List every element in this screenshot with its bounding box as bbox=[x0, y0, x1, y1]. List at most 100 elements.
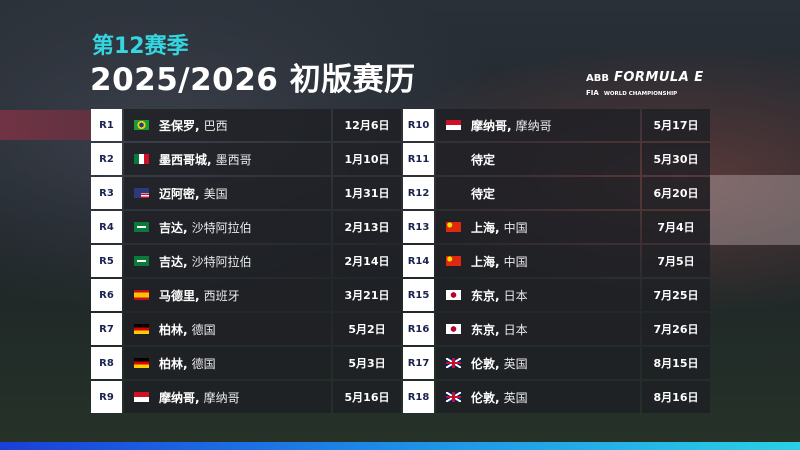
flag-japan-icon bbox=[446, 290, 461, 300]
round-number: R1 bbox=[91, 109, 122, 141]
race-date: 5月16日 bbox=[333, 381, 401, 413]
location-cell: 伦敦, 英国 bbox=[436, 381, 640, 413]
city: 上海, bbox=[471, 254, 500, 269]
location-cell: 东京, 日本 bbox=[436, 313, 640, 345]
race-date: 5月30日 bbox=[642, 143, 710, 175]
round-number: R2 bbox=[91, 143, 122, 175]
city: 墨西哥城, bbox=[159, 152, 212, 167]
table-row: R15 东京, 日本 7月25日 bbox=[403, 279, 710, 311]
location-cell: 圣保罗, 巴西 bbox=[124, 109, 331, 141]
flag-china-icon bbox=[446, 256, 461, 266]
table-row: R2 墨西哥城, 墨西哥 1月10日 bbox=[91, 143, 401, 175]
city: 伦敦, bbox=[471, 390, 500, 405]
table-row: R16 东京, 日本 7月26日 bbox=[403, 313, 710, 345]
table-row: R1 圣保罗, 巴西 12月6日 bbox=[91, 109, 401, 141]
country: 德国 bbox=[191, 322, 216, 337]
location-cell: 伦敦, 英国 bbox=[436, 347, 640, 379]
page-title: 2025/2026 初版赛历 bbox=[90, 62, 416, 98]
city: 待定 bbox=[471, 152, 496, 167]
city: 摩纳哥, bbox=[471, 118, 512, 133]
race-date: 8月16日 bbox=[642, 381, 710, 413]
city: 东京, bbox=[471, 322, 500, 337]
race-date: 1月31日 bbox=[333, 177, 401, 209]
background-decor bbox=[710, 175, 800, 245]
country: 沙特阿拉伯 bbox=[191, 254, 252, 269]
bottom-gradient-bar bbox=[0, 442, 800, 450]
flag-placeholder bbox=[446, 188, 461, 198]
round-number: R4 bbox=[91, 211, 122, 243]
race-date: 5月17日 bbox=[642, 109, 710, 141]
race-date: 1月10日 bbox=[333, 143, 401, 175]
flag-monaco-icon bbox=[134, 392, 149, 402]
flag-china-icon bbox=[446, 222, 461, 232]
location-cell: 东京, 日本 bbox=[436, 279, 640, 311]
race-date: 3月21日 bbox=[333, 279, 401, 311]
table-row: R9 摩纳哥, 摩纳哥 5月16日 bbox=[91, 381, 401, 413]
logo-bottom-line: FIA WORLD CHAMPIONSHIP bbox=[586, 89, 710, 99]
round-number: R3 bbox=[91, 177, 122, 209]
flag-saudi-icon bbox=[134, 222, 149, 232]
round-number: R11 bbox=[403, 143, 434, 175]
country: 美国 bbox=[203, 186, 228, 201]
flag-spain-icon bbox=[134, 290, 149, 300]
country: 摩纳哥 bbox=[515, 118, 552, 133]
country: 巴西 bbox=[203, 118, 228, 133]
formula-e-logo: ABB FORMULA E FIA WORLD CHAMPIONSHIP bbox=[586, 70, 710, 99]
country: 西班牙 bbox=[203, 288, 240, 303]
race-date: 12月6日 bbox=[333, 109, 401, 141]
round-number: R5 bbox=[91, 245, 122, 277]
city: 待定 bbox=[471, 186, 496, 201]
race-date: 7月5日 bbox=[642, 245, 710, 277]
city: 马德里, bbox=[159, 288, 200, 303]
location-cell: 迈阿密, 美国 bbox=[124, 177, 331, 209]
country: 中国 bbox=[503, 254, 528, 269]
table-row: R5 吉达, 沙特阿拉伯 2月14日 bbox=[91, 245, 401, 277]
flag-usa-icon bbox=[134, 188, 149, 198]
city: 东京, bbox=[471, 288, 500, 303]
race-date: 2月13日 bbox=[333, 211, 401, 243]
table-row: R13 上海, 中国 7月4日 bbox=[403, 211, 710, 243]
country: 墨西哥 bbox=[215, 152, 252, 167]
round-number: R17 bbox=[403, 347, 434, 379]
table-row: R6 马德里, 西班牙 3月21日 bbox=[91, 279, 401, 311]
city: 迈阿密, bbox=[159, 186, 200, 201]
race-date: 6月20日 bbox=[642, 177, 710, 209]
race-date: 7月26日 bbox=[642, 313, 710, 345]
round-number: R6 bbox=[91, 279, 122, 311]
round-number: R16 bbox=[403, 313, 434, 345]
table-row: R3 迈阿密, 美国 1月31日 bbox=[91, 177, 401, 209]
flag-saudi-icon bbox=[134, 256, 149, 266]
location-cell: 待定 bbox=[436, 143, 640, 175]
race-date: 8月15日 bbox=[642, 347, 710, 379]
race-date: 2月14日 bbox=[333, 245, 401, 277]
location-cell: 柏林, 德国 bbox=[124, 313, 331, 345]
city: 柏林, bbox=[159, 356, 188, 371]
country: 日本 bbox=[503, 322, 528, 337]
table-row: R4 吉达, 沙特阿拉伯 2月13日 bbox=[91, 211, 401, 243]
round-number: R18 bbox=[403, 381, 434, 413]
location-cell: 摩纳哥, 摩纳哥 bbox=[436, 109, 640, 141]
country: 沙特阿拉伯 bbox=[191, 220, 252, 235]
round-number: R13 bbox=[403, 211, 434, 243]
flag-japan-icon bbox=[446, 324, 461, 334]
city: 摩纳哥, bbox=[159, 390, 200, 405]
flag-placeholder bbox=[446, 154, 461, 164]
round-number: R10 bbox=[403, 109, 434, 141]
round-number: R15 bbox=[403, 279, 434, 311]
round-number: R7 bbox=[91, 313, 122, 345]
race-date: 7月4日 bbox=[642, 211, 710, 243]
table-row: R7 柏林, 德国 5月2日 bbox=[91, 313, 401, 345]
city: 圣保罗, bbox=[159, 118, 200, 133]
table-row: R8 柏林, 德国 5月3日 bbox=[91, 347, 401, 379]
location-cell: 待定 bbox=[436, 177, 640, 209]
country: 英国 bbox=[503, 390, 528, 405]
table-row: R17 伦敦, 英国 8月15日 bbox=[403, 347, 710, 379]
city: 伦敦, bbox=[471, 356, 500, 371]
location-cell: 墨西哥城, 墨西哥 bbox=[124, 143, 331, 175]
flag-uk-icon bbox=[446, 392, 461, 402]
country: 德国 bbox=[191, 356, 216, 371]
round-number: R8 bbox=[91, 347, 122, 379]
flag-brazil-icon bbox=[134, 120, 149, 130]
country: 英国 bbox=[503, 356, 528, 371]
city: 吉达, bbox=[159, 254, 188, 269]
